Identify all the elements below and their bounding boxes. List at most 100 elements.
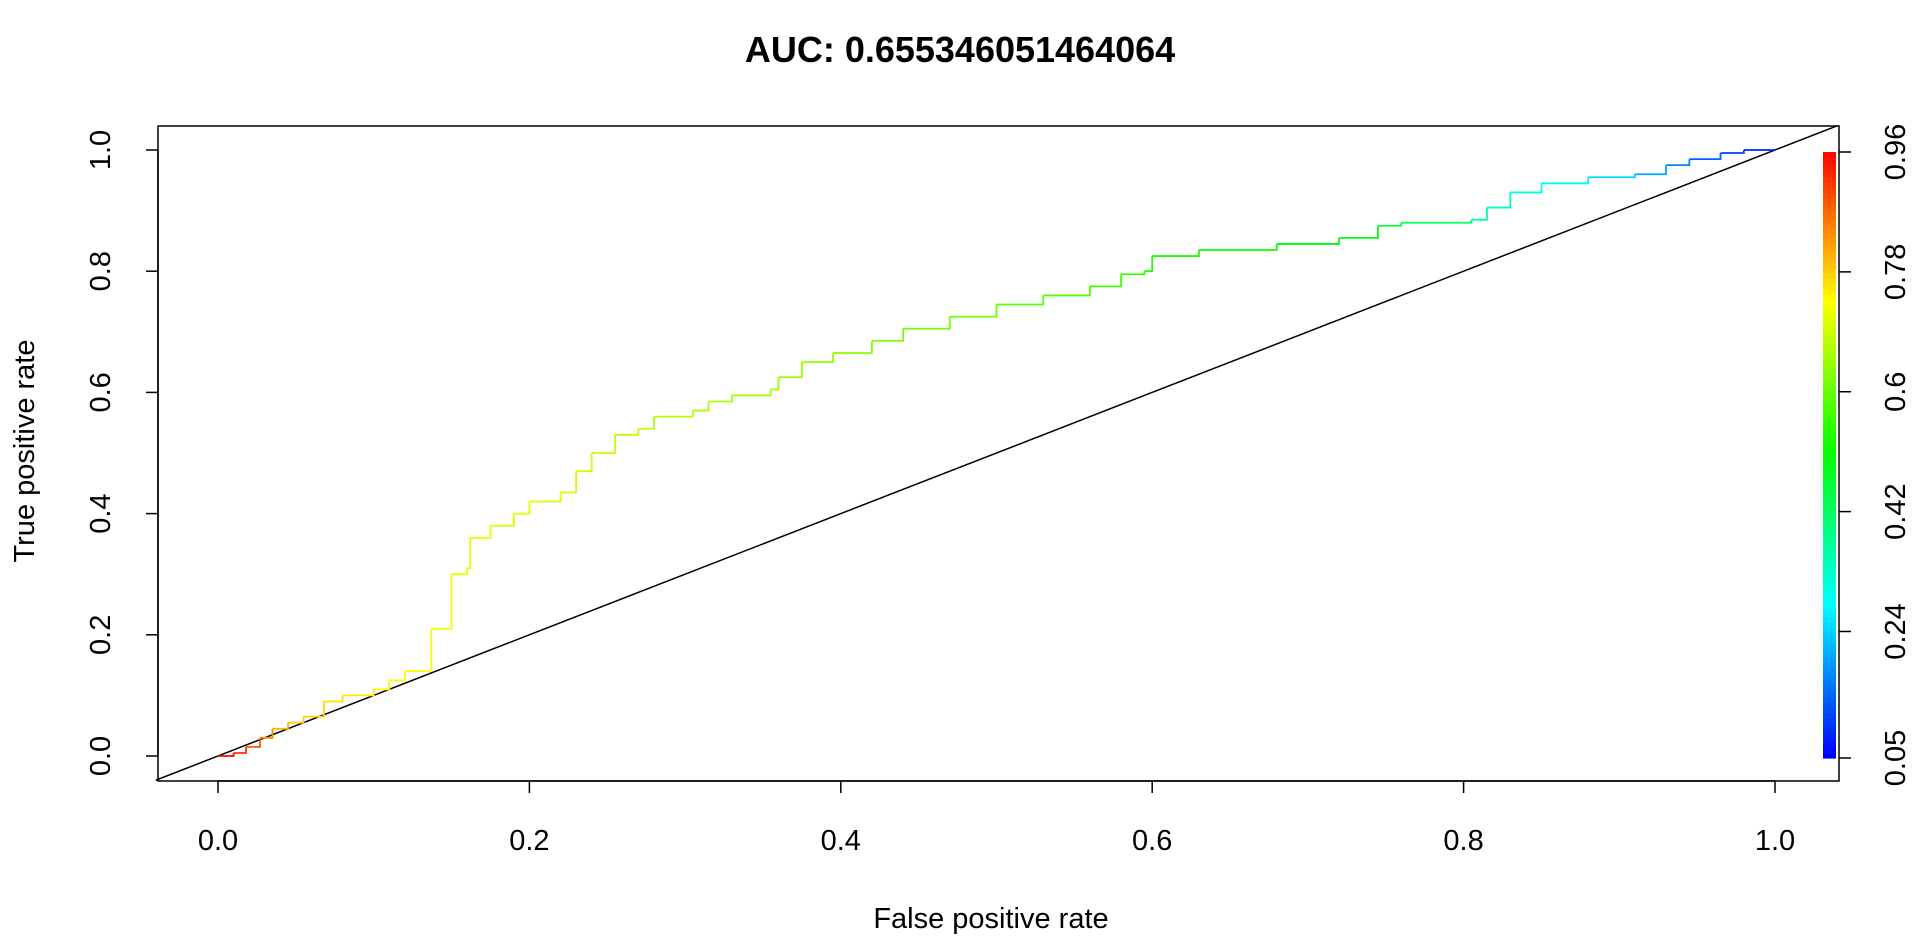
colorbar-segment: [1823, 591, 1836, 597]
roc-segment: [1689, 153, 1722, 160]
roc-segment: [389, 671, 406, 682]
colorbar-segment: [1823, 227, 1836, 234]
y-axis-label: True positive rate: [9, 340, 41, 563]
x-tick-label: 0.6: [1132, 825, 1172, 857]
colorbar-segment: [1823, 475, 1836, 481]
colorbar-segment: [1823, 278, 1836, 284]
colorbar-segment: [1823, 460, 1836, 466]
roc-segment: [560, 471, 578, 494]
colorbar-segment: [1823, 359, 1836, 365]
roc-segment: [638, 416, 655, 430]
roc-segment: [246, 737, 261, 748]
roc-segment: [1043, 286, 1091, 297]
colorbar-segment: [1823, 157, 1836, 163]
colorbar-segment: [1823, 510, 1836, 517]
roc-segment: [770, 377, 780, 391]
colorbar-segment: [1823, 389, 1836, 395]
colorbar-segment: [1823, 485, 1836, 491]
colorbar-segment: [1823, 429, 1836, 436]
colorbar-segment: [1823, 328, 1836, 335]
roc-segment: [903, 316, 951, 330]
colorbar-segment: [1823, 631, 1836, 638]
roc-segment: [1144, 256, 1154, 273]
colorbar-segment: [1823, 520, 1836, 527]
diagonal-reference-line: [155, 125, 1838, 781]
roc-segment: [470, 525, 492, 539]
colorbar-segment: [1823, 313, 1836, 320]
colorbar-tick-label: 0.78: [1880, 244, 1912, 300]
colorbar-tick-label: 0.05: [1880, 730, 1912, 786]
colorbar-segment: [1823, 682, 1836, 688]
colorbar-segment: [1823, 323, 1836, 330]
colorbar-segment: [1823, 444, 1836, 451]
colorbar-segment: [1823, 399, 1836, 406]
colorbar-segment: [1823, 490, 1836, 496]
colorbar-segment: [1823, 237, 1836, 244]
colorbar-segment: [1823, 167, 1836, 173]
colorbar-segment: [1823, 626, 1836, 633]
roc-segment: [260, 728, 274, 739]
roc-segment: [288, 716, 305, 724]
colorbar-segment: [1823, 687, 1836, 693]
roc-segment: [451, 568, 469, 576]
colorbar-segment: [1823, 439, 1836, 446]
colorbar-segment: [1823, 571, 1836, 577]
colorbar-segment: [1823, 419, 1836, 426]
colorbar-segment: [1823, 338, 1836, 345]
colorbar-tick-label: 0.24: [1880, 603, 1912, 659]
colorbar-segment: [1823, 621, 1836, 628]
x-tick-label: 0.8: [1443, 825, 1483, 857]
colorbar-segment: [1823, 550, 1836, 557]
roc-segment: [1401, 219, 1473, 224]
y-tick-label: 0.2: [85, 615, 117, 655]
colorbar-segment: [1823, 530, 1836, 537]
colorbar-segment: [1823, 187, 1836, 193]
colorbar: 0.05 0.24 0.42 0.6 0.78 0.96: [1823, 124, 1912, 786]
roc-segment: [1486, 192, 1512, 209]
colorbar-segment: [1823, 308, 1836, 315]
colorbar-tick-label: 0.6: [1880, 372, 1912, 412]
colorbar-segment: [1823, 606, 1836, 613]
y-axis: 0.0 0.2 0.4 0.6 0.8 1.0: [85, 130, 159, 776]
colorbar-segment: [1823, 465, 1836, 471]
colorbar-segment: [1823, 404, 1836, 411]
colorbar-segment: [1823, 253, 1836, 259]
colorbar-segment: [1823, 414, 1836, 421]
roc-segment: [233, 746, 247, 754]
roc-segment: [591, 434, 616, 454]
colorbar-segment: [1823, 742, 1836, 749]
colorbar-segment: [1823, 717, 1836, 724]
chart-title: AUC: 0.655346051464064: [745, 29, 1175, 70]
colorbar-segment: [1823, 727, 1836, 734]
colorbar-tick-label: 0.96: [1880, 124, 1912, 180]
roc-segment: [431, 610, 453, 630]
colorbar-segment: [1823, 384, 1836, 390]
colorbar-segment: [1823, 298, 1836, 305]
colorbar-segment: [1823, 500, 1836, 507]
colorbar-segment: [1823, 651, 1836, 658]
plot-frame: [157, 125, 1840, 782]
colorbar-segment: [1823, 424, 1836, 431]
colorbar-segment: [1823, 470, 1836, 476]
colorbar-tick-label: 0.42: [1880, 483, 1912, 539]
colorbar-segment: [1823, 268, 1836, 274]
colorbar-segment: [1823, 374, 1836, 380]
colorbar-segment: [1823, 672, 1836, 678]
colorbar-segment: [1823, 581, 1836, 587]
colorbar-segment: [1823, 369, 1836, 375]
roc-segment: [576, 453, 593, 473]
roc-segment: [871, 328, 904, 342]
roc-segment: [778, 362, 803, 379]
roc-segment: [731, 389, 772, 397]
colorbar-segment: [1823, 242, 1836, 249]
roc-segment: [1089, 274, 1122, 288]
colorbar-segment: [1823, 217, 1836, 224]
roc-segment: [1541, 177, 1590, 185]
colorbar-segment: [1823, 556, 1836, 562]
colorbar-segment: [1823, 202, 1836, 209]
roc-segment: [1377, 222, 1403, 227]
colorbar-segment: [1823, 293, 1836, 300]
roc-segment: [615, 428, 640, 436]
roc-segment: [529, 492, 562, 503]
colorbar-segment: [1823, 177, 1836, 183]
